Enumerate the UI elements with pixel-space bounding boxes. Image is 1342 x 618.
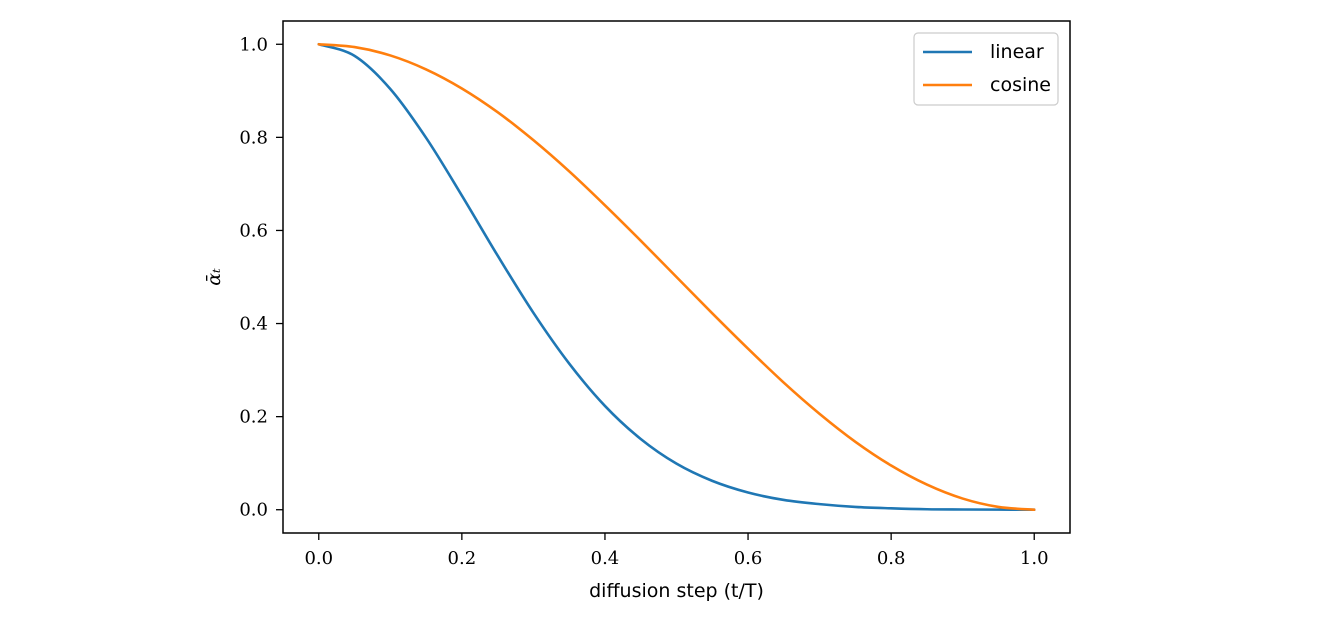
series-line-cosine	[317, 42, 1036, 512]
plot-frame	[282, 20, 1071, 534]
x-tick-label: 0.4	[591, 548, 620, 569]
legend-label-cosine: cosine	[990, 74, 1051, 96]
y-tick-label: 0.8	[239, 127, 268, 148]
y-tick-label: 0.6	[239, 220, 268, 241]
ticks-layer: 0.0 0.2 0.4 0.6 0.8 1.0 0.0 0.2 0.4 0.6 0.8 1.0	[239, 34, 1048, 569]
y-tick-label: 1.0	[239, 34, 268, 55]
x-tick-label: 0.0	[304, 548, 333, 569]
legend: linear cosine	[913, 32, 1059, 106]
x-axis-label: diffusion step (t/T)	[589, 580, 764, 602]
series-layer	[317, 42, 1036, 512]
y-axis-label: ᾱₜ	[203, 268, 225, 286]
legend-label-linear: linear	[990, 41, 1044, 63]
y-tick-label: 0.4	[239, 314, 268, 335]
x-tick-label: 1.0	[1020, 548, 1049, 569]
y-tick-label: 0.0	[239, 500, 268, 521]
y-tick-label: 0.2	[239, 407, 268, 428]
x-tick-label: 0.8	[877, 548, 906, 569]
x-tick-label: 0.6	[734, 548, 763, 569]
series-line-linear	[317, 42, 1036, 512]
x-tick-label: 0.2	[448, 548, 477, 569]
